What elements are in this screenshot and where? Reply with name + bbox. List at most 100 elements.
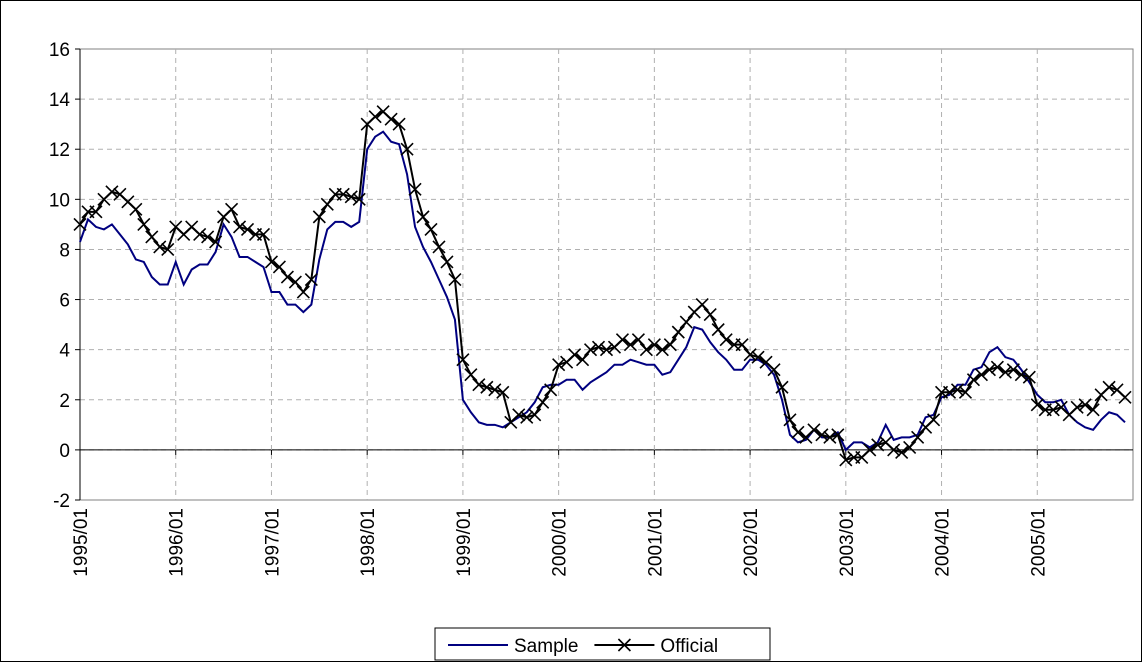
marker (958, 385, 973, 399)
marker (1118, 390, 1132, 404)
x-tick-label: 1995/01 (71, 508, 92, 577)
marker (783, 413, 797, 427)
marker (352, 192, 366, 206)
marker (552, 358, 566, 372)
marker (336, 187, 350, 201)
marker (1030, 398, 1044, 412)
marker (153, 240, 167, 254)
marker (472, 378, 486, 392)
x-tick-label: 1998/01 (358, 508, 379, 577)
marker (384, 112, 398, 126)
marker (304, 272, 318, 287)
marker (256, 227, 271, 241)
marker (416, 210, 430, 224)
marker (1086, 403, 1100, 417)
marker (408, 182, 422, 196)
marker (161, 242, 175, 257)
marker (1046, 403, 1060, 417)
marker (974, 368, 988, 382)
y-tick-label: 6 (59, 291, 70, 312)
marker (1014, 368, 1028, 382)
marker (863, 443, 877, 457)
marker (480, 380, 494, 394)
marker (201, 230, 215, 244)
marker (272, 260, 286, 274)
y-tick-label: 4 (59, 341, 70, 362)
marker (775, 380, 789, 394)
marker (544, 383, 558, 397)
marker (240, 222, 255, 236)
marker (424, 222, 438, 236)
marker (639, 343, 653, 357)
marker (232, 220, 247, 234)
marker (456, 353, 470, 367)
marker (496, 385, 510, 399)
marker (647, 338, 661, 352)
marker (663, 338, 677, 352)
marker (887, 443, 901, 457)
x-tick-label: 2005/01 (1028, 508, 1049, 577)
marker (368, 110, 382, 124)
marker (280, 270, 294, 284)
marker (568, 348, 582, 362)
marker (871, 438, 885, 452)
x-tick-label: 1996/01 (167, 508, 188, 577)
marker (703, 308, 717, 322)
marker (791, 425, 805, 439)
marker (288, 275, 302, 289)
marker (679, 315, 693, 329)
marker (927, 413, 941, 427)
marker (767, 363, 781, 377)
marker (129, 202, 143, 216)
marker (982, 363, 996, 377)
marker (711, 323, 725, 337)
marker (344, 190, 358, 204)
marker (296, 285, 310, 299)
marker (823, 430, 837, 444)
marker (432, 240, 446, 254)
marker (105, 185, 119, 199)
marker (1070, 400, 1084, 414)
y-tick-label: 10 (49, 190, 70, 211)
marker (488, 383, 502, 397)
x-tick-label: 2002/01 (741, 508, 762, 577)
marker (583, 343, 598, 357)
y-tick-label: 8 (59, 240, 70, 261)
marker (831, 428, 845, 442)
marker (1006, 363, 1020, 377)
marker (751, 350, 765, 364)
x-tick-label: 2004/01 (933, 508, 954, 577)
marker (695, 298, 709, 312)
marker (209, 235, 223, 249)
marker (89, 205, 103, 219)
marker (623, 338, 637, 352)
marker (911, 430, 925, 444)
y-tick-label: 2 (59, 391, 70, 412)
marker (671, 325, 685, 339)
marker (966, 373, 981, 387)
marker (520, 410, 534, 424)
y-tick-label: -2 (53, 491, 70, 512)
legend-marker (617, 638, 631, 652)
marker (998, 365, 1012, 379)
marker (591, 340, 606, 354)
marker (950, 383, 965, 397)
marker (448, 272, 462, 287)
marker (145, 230, 159, 244)
marker (719, 333, 733, 347)
marker (615, 333, 630, 347)
marker (895, 445, 909, 459)
marker (193, 227, 207, 241)
x-tick-label: 2001/01 (645, 508, 666, 577)
marker (631, 333, 645, 347)
legend-label: Sample (514, 636, 578, 657)
marker (225, 202, 239, 216)
y-tick-label: 14 (49, 90, 71, 111)
marker (512, 408, 526, 422)
marker (73, 217, 87, 231)
marker (320, 197, 334, 211)
marker (528, 408, 542, 422)
marker (1102, 380, 1116, 394)
marker (264, 255, 279, 269)
